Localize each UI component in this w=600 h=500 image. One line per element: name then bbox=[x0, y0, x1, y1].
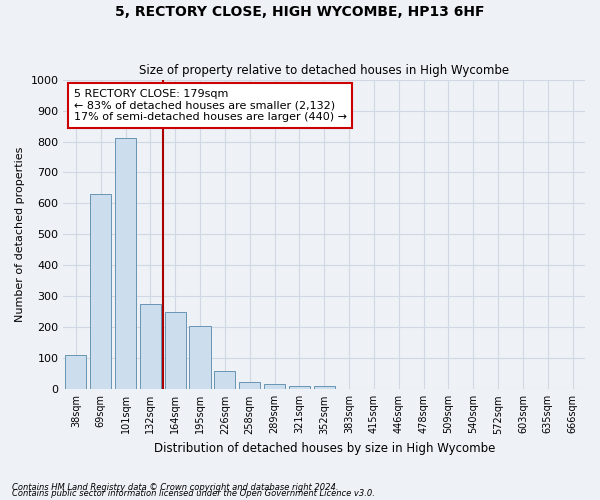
Bar bbox=[140, 304, 161, 390]
Text: 5, RECTORY CLOSE, HIGH WYCOMBE, HP13 6HF: 5, RECTORY CLOSE, HIGH WYCOMBE, HP13 6HF bbox=[115, 5, 485, 19]
Title: Size of property relative to detached houses in High Wycombe: Size of property relative to detached ho… bbox=[139, 64, 509, 77]
Bar bbox=[264, 384, 285, 390]
Bar bbox=[164, 312, 186, 390]
Bar bbox=[314, 386, 335, 390]
Text: Contains public sector information licensed under the Open Government Licence v3: Contains public sector information licen… bbox=[12, 489, 375, 498]
Bar bbox=[289, 386, 310, 390]
Bar bbox=[214, 370, 235, 390]
Bar bbox=[65, 355, 86, 390]
X-axis label: Distribution of detached houses by size in High Wycombe: Distribution of detached houses by size … bbox=[154, 442, 495, 455]
Bar bbox=[90, 194, 111, 390]
Text: 5 RECTORY CLOSE: 179sqm
← 83% of detached houses are smaller (2,132)
17% of semi: 5 RECTORY CLOSE: 179sqm ← 83% of detache… bbox=[74, 89, 347, 122]
Bar bbox=[239, 382, 260, 390]
Text: Contains HM Land Registry data © Crown copyright and database right 2024.: Contains HM Land Registry data © Crown c… bbox=[12, 483, 338, 492]
Bar bbox=[190, 326, 211, 390]
Bar bbox=[115, 138, 136, 390]
Y-axis label: Number of detached properties: Number of detached properties bbox=[15, 146, 25, 322]
